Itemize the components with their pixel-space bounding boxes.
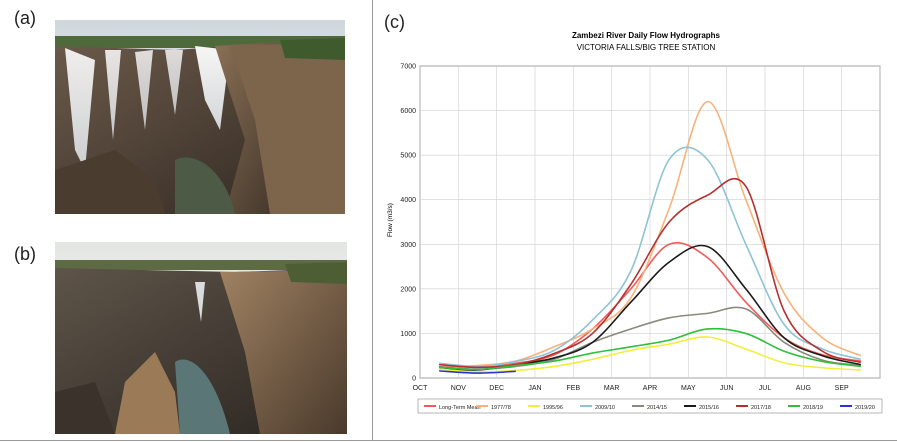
x-tick-label: MAY [681,385,696,392]
x-tick-labels: OCT NOV DEC JAN FEB MAR APR MAY JUN JUL AUG SEP [413,385,849,392]
x-tick-label: OCT [413,385,429,392]
legend-entry: 1977/78 [491,405,511,411]
legend-entry: 2018/19 [803,405,823,411]
legend-entry: 2014/15 [647,405,667,411]
chart-title: Zambezi River Daily Flow Hydrographs [572,31,721,40]
panel-c-label: (c) [384,12,405,32]
y-tick-label: 1000 [400,331,416,338]
y-tick-label: 5000 [400,153,416,160]
panel-b-label: (b) [14,244,36,264]
legend-box [417,398,883,414]
series-line-2019-20 [439,370,516,374]
x-tick-label: AUG [796,385,811,392]
x-tick-label: SEP [835,385,849,392]
series-line-2009-10 [439,146,862,368]
x-tick-label: DEC [489,385,504,392]
legend-entry: 2009/10 [595,405,615,411]
x-tick-label: NOV [451,385,467,392]
series-line-2014-15 [439,306,861,370]
bottom-rule [0,440,897,441]
chart-subtitle: VICTORIA FALLS/BIG TREE STATION [577,43,716,52]
legend-entry: 2015/16 [699,405,719,411]
y-tick-label: 0 [412,376,416,383]
legend-entry: 1995/96 [543,405,563,411]
x-tick-label: FEB [567,385,581,392]
y-tick-label: 7000 [400,64,416,71]
y-axis-label: Flow (m3/s) [387,203,394,237]
y-tick-label: 6000 [400,108,416,115]
series-lines [439,100,862,374]
chart-legend: Long-Term Mean 1977/78 1995/96 2009/10 2014/… [417,398,883,414]
flow-hydrograph-chart: Zambezi River Daily Flow Hydrographs VIC… [387,31,883,414]
legend-entry: 2019/20 [855,405,875,411]
legend-entry: Long-Term Mean [439,405,481,411]
y-tick-label: 3000 [400,242,416,249]
y-tick-label: 2000 [400,286,416,293]
left-panel-frame [0,0,373,440]
victoria-falls-drought-photo [55,242,347,434]
x-tick-label: JUN [720,385,734,392]
panel-a-label: (a) [14,8,36,28]
legend-entry: 2017/18 [751,405,771,411]
x-tick-label: MAR [604,385,620,392]
series-line-2017-18 [439,177,862,369]
x-tick-label: JAN [528,385,541,392]
series-line-2018-19 [439,327,861,371]
victoria-falls-full-flow-photo [55,20,345,214]
series-line-1995-96 [439,336,861,373]
x-tick-label: JUL [759,385,772,392]
y-tick-labels: 0 1000 2000 3000 4000 5000 6000 7000 [400,64,416,383]
x-tick-label: APR [643,385,657,392]
plot-grid [419,65,881,379]
y-tick-label: 4000 [400,197,416,204]
